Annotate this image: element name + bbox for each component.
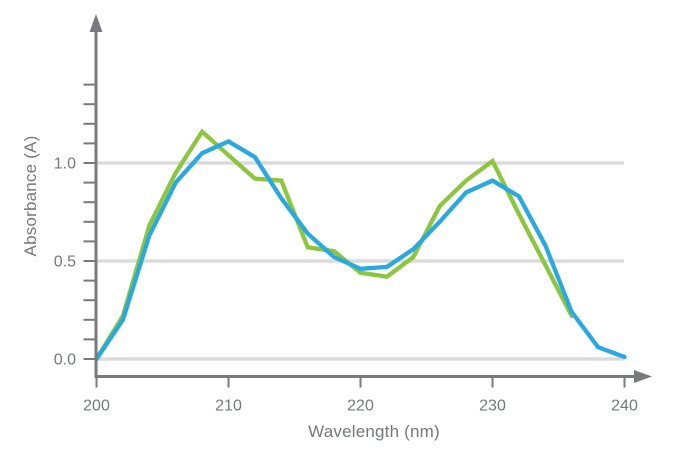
y-tick-label: 0.0 xyxy=(54,352,76,369)
green-spectrum-line xyxy=(94,128,574,362)
x-axis-arrow xyxy=(634,370,652,383)
x-tick-label: 200 xyxy=(83,398,110,415)
axis-layer xyxy=(83,14,652,388)
x-axis-title: Wavelength (nm) xyxy=(308,422,440,441)
x-tick-label: 240 xyxy=(611,398,638,415)
y-tick-label: 0.5 xyxy=(54,254,76,271)
blue-spectrum-line xyxy=(94,138,627,362)
y-axis-arrow xyxy=(89,14,103,32)
x-tick-label: 230 xyxy=(479,398,506,415)
x-tick-label: 210 xyxy=(215,398,242,415)
y-tick-label: 1.0 xyxy=(54,156,76,173)
series-layer xyxy=(94,128,627,362)
y-axis-title: Absorbance (A) xyxy=(21,135,40,257)
tick-label-layer: 0.0 0.5 1.0 200 210 220 230 240 xyxy=(54,156,638,415)
x-tick-label: 220 xyxy=(347,398,374,415)
